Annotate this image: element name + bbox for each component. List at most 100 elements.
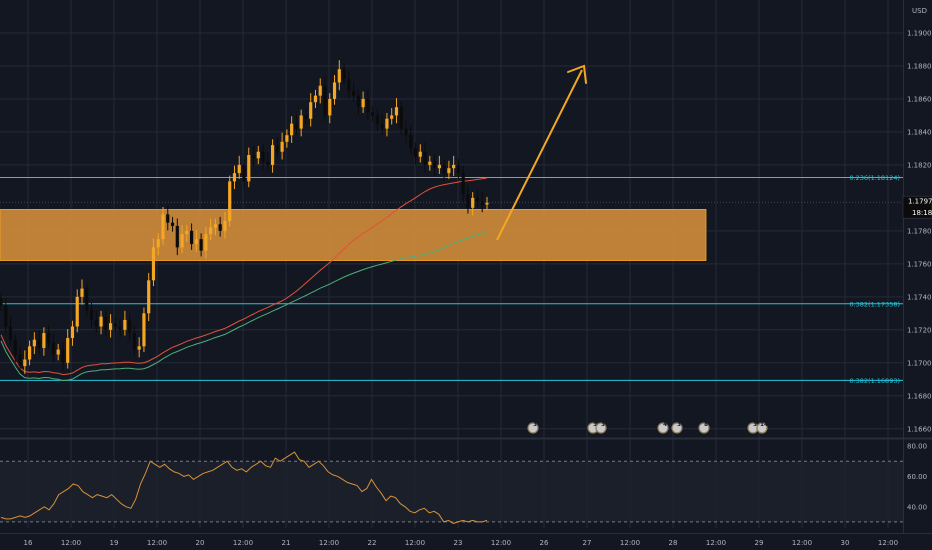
candle-body (394, 107, 399, 116)
candle-body (23, 359, 27, 367)
time-tick-label: 19 (110, 539, 119, 547)
candle-body (366, 98, 370, 113)
candle-body (251, 155, 256, 159)
events-layer: 3 3 3 4 3 8 3 14 (527, 422, 768, 434)
candle-body (423, 151, 427, 165)
rsi-band (0, 461, 903, 522)
event-count: 8 (704, 422, 708, 428)
projection-arrow[interactable] (496, 69, 583, 241)
time-tick-label: 30 (841, 539, 850, 547)
candle-body (156, 239, 160, 248)
time-tick-label: 12:00 (878, 539, 898, 547)
candle-body (432, 161, 437, 169)
candle-body (270, 145, 275, 165)
time-tick-label: 12:00 (319, 539, 339, 547)
time-axis[interactable]: 16 12:00 19 12:00 20 12:00 21 12:00 22 12:00 23 12:… (24, 539, 899, 547)
fib-level-label: 0.382(1.17358) (849, 300, 900, 308)
candle-body (194, 239, 198, 245)
time-tick-label: 12:00 (61, 539, 81, 547)
candle-body (299, 115, 303, 129)
event-count: 3 (593, 422, 597, 428)
candle-body (56, 349, 60, 355)
rsi-tick-label: 60.00 (907, 473, 927, 481)
candle-body (413, 148, 418, 157)
candle-body (328, 98, 332, 116)
candle-body (180, 234, 184, 248)
candle-body (461, 173, 465, 195)
time-tick-label: 20 (196, 539, 205, 547)
arrow-layer (496, 64, 587, 241)
candle-body (285, 135, 289, 142)
candle-body (170, 222, 175, 226)
fib-level-label: 0.236(1.18124) (849, 174, 900, 182)
candle-body (70, 326, 75, 339)
event-badge[interactable]: 4 (657, 422, 669, 434)
time-tick-label: 12:00 (620, 539, 640, 547)
candle-body (442, 164, 446, 174)
candle-layer (0, 60, 489, 374)
time-tick-label: 23 (454, 539, 463, 547)
current-price-marker: 1.17974 18:18 (902, 195, 932, 219)
candle-body (294, 123, 299, 129)
current-price-box (902, 195, 932, 219)
candle-body (399, 107, 403, 129)
event-count: 3 (677, 422, 681, 428)
candle-body (447, 168, 451, 174)
candle-body (313, 95, 318, 103)
event-badge[interactable]: 8 (698, 422, 710, 434)
candle-body (466, 194, 470, 208)
candle-body (209, 227, 213, 235)
time-tick-label: 22 (368, 539, 377, 547)
candle-body (256, 151, 260, 159)
candle-body (456, 164, 461, 174)
candle-body (175, 225, 179, 248)
candle-body (452, 164, 456, 169)
fib-layer: 0.236(1.18124) 0.382(1.17358) 0.382(1.1689… (0, 174, 903, 385)
event-badge[interactable]: 3 (595, 422, 607, 434)
candle-body (132, 333, 137, 350)
rsi-tick-label: 80.00 (907, 443, 927, 451)
candle-body (61, 349, 65, 363)
moving-average-slow (0, 231, 488, 382)
candle-body (94, 319, 98, 327)
event-badge[interactable]: 3 (527, 422, 539, 434)
event-badge[interactable]: 14 (756, 422, 768, 434)
rsi-layer (0, 451, 903, 524)
candle-body (371, 112, 375, 116)
candle-body (13, 339, 17, 355)
candle-body (189, 230, 194, 245)
price-tick-label: 1.17200 (907, 326, 932, 334)
candle-body (204, 234, 208, 251)
candle-body (318, 85, 322, 96)
time-tick-label: 12:00 (792, 539, 812, 547)
supply-demand-zone[interactable] (0, 209, 707, 261)
candle-body (213, 224, 218, 228)
candle-body (113, 323, 117, 327)
event-badge-icon (595, 422, 607, 434)
candle-body (385, 118, 389, 129)
event-count: 14 (760, 422, 768, 428)
event-badge-icon (527, 422, 539, 434)
candle-body (8, 326, 13, 340)
price-tick-label: 1.17600 (907, 260, 932, 268)
candle-body (166, 214, 170, 223)
price-tick-label: 1.18600 (907, 95, 932, 103)
candle-body (337, 69, 341, 83)
event-count: 3 (601, 422, 605, 428)
candle-body (118, 326, 122, 330)
candle-body (89, 310, 94, 320)
price-axis[interactable]: USD 1.19000 1.18800 1.18600 1.18400 1.18200 1… (907, 7, 932, 511)
candle-body (380, 123, 384, 129)
event-badge[interactable]: 3 (671, 422, 683, 434)
time-tick-label: 28 (669, 539, 678, 547)
candle-body (309, 102, 313, 119)
candle-body (475, 197, 480, 202)
candle-body (223, 220, 227, 231)
candle-body (142, 313, 146, 347)
candle-body (0, 298, 3, 306)
candle-body (232, 173, 237, 182)
ma-layer (0, 177, 488, 382)
time-tick-label: 12:00 (147, 539, 167, 547)
candle-body (351, 90, 356, 96)
